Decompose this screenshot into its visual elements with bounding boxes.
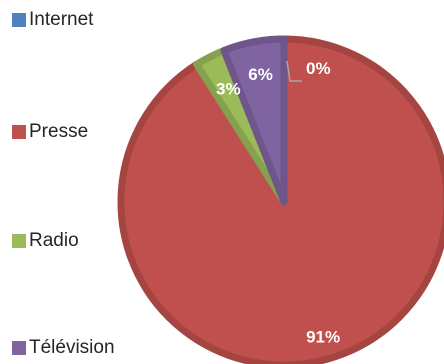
legend-swatch-presse bbox=[12, 125, 26, 139]
legend-label-presse: Presse bbox=[29, 121, 89, 142]
legend-item-television: Télévision bbox=[12, 337, 115, 359]
legend: Internet Presse Radio Télévision bbox=[0, 0, 150, 364]
data-label-presse: 91% bbox=[306, 328, 340, 347]
legend-label-television: Télévision bbox=[29, 337, 115, 358]
legend-item-internet: Internet bbox=[12, 9, 93, 31]
legend-item-presse: Presse bbox=[12, 121, 88, 143]
leader-line-internet bbox=[286, 60, 302, 82]
legend-item-radio: Radio bbox=[12, 230, 79, 252]
data-label-television: 6% bbox=[248, 65, 273, 84]
legend-swatch-television bbox=[12, 341, 26, 355]
legend-label-radio: Radio bbox=[29, 230, 79, 251]
legend-label-internet: Internet bbox=[29, 9, 94, 30]
data-label-internet: 0% bbox=[306, 59, 331, 78]
pie-slice-television bbox=[220, 35, 288, 206]
legend-swatch-radio bbox=[12, 234, 26, 248]
data-label-radio: 3% bbox=[216, 80, 241, 99]
legend-swatch-internet bbox=[12, 13, 26, 27]
pie-slices bbox=[117, 35, 444, 364]
